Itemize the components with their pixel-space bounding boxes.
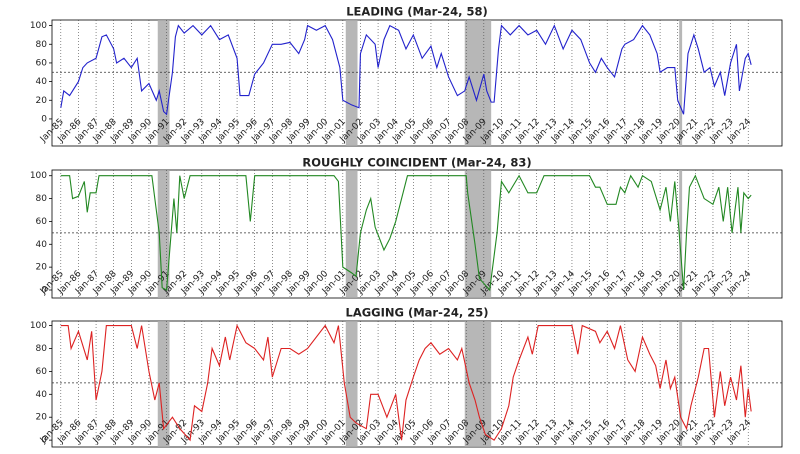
y-tick-label: 60 (36, 217, 48, 227)
y-tick-label: 100 (30, 171, 47, 181)
series-line (60, 174, 752, 292)
y-tick-label: 100 (30, 321, 47, 331)
recession-band (679, 170, 683, 298)
series-line (60, 24, 752, 116)
recession-band (157, 170, 170, 298)
recession-band (157, 321, 170, 447)
y-tick-label: 40 (36, 390, 48, 400)
y-tick-label: 60 (36, 367, 48, 377)
recession-band (679, 20, 683, 146)
y-tick-label: 100 (30, 21, 47, 31)
recession-band (679, 321, 683, 447)
y-tick-label: 40 (36, 77, 48, 87)
recession-band (464, 20, 492, 146)
y-tick-label: 0 (41, 286, 47, 296)
y-tick-label: 80 (36, 40, 48, 50)
recession-band (345, 170, 358, 298)
chart-title: LEADING (Mar-24, 58) (346, 5, 488, 19)
y-tick-label: 20 (36, 413, 48, 423)
y-tick-label: 80 (36, 344, 48, 354)
chart-title: LAGGING (Mar-24, 25) (346, 306, 489, 320)
y-tick-label: 0 (41, 436, 47, 446)
chart-title: ROUGHLY COINCIDENT (Mar-24, 83) (302, 156, 531, 170)
y-tick-label: 80 (36, 194, 48, 204)
recession-band (345, 20, 358, 146)
y-tick-label: 60 (36, 58, 48, 68)
recession-band (464, 170, 492, 298)
series-line (60, 323, 752, 442)
y-tick-label: 40 (36, 240, 48, 250)
y-tick-label: 0 (41, 114, 47, 124)
recession-band (157, 20, 170, 146)
y-tick-label: 20 (36, 263, 48, 273)
recession-band (345, 321, 358, 447)
y-tick-label: 20 (36, 96, 48, 106)
